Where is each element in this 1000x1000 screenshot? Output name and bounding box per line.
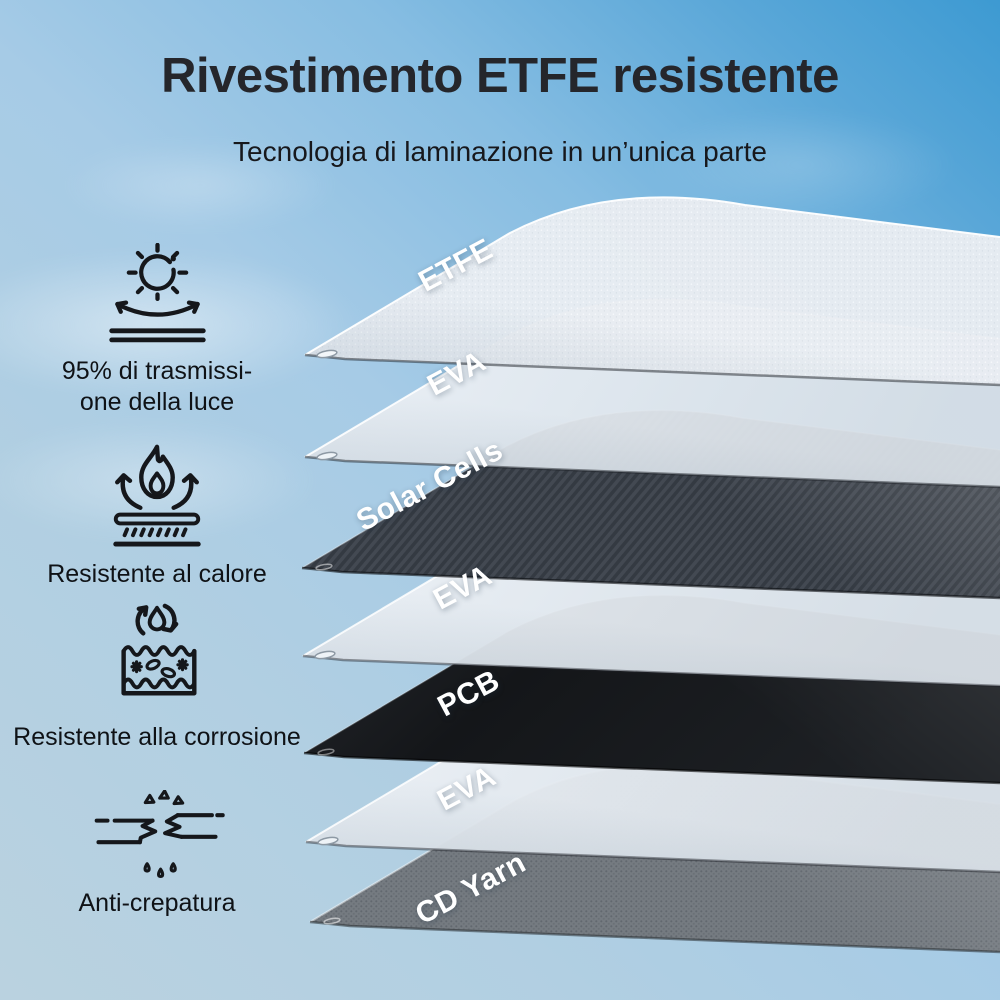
feature-heat-resistance: Resistente al calore [17, 438, 297, 590]
layer-panel-etfe [304, 196, 1000, 387]
page-subtitle: Tecnologia di laminazione in un’unica pa… [233, 136, 767, 167]
feature-anti-crack: Anti-crepatura [27, 790, 287, 919]
feature-label: Resistente alla corrosione [13, 723, 301, 751]
corrosion-resistance-icon [121, 603, 197, 696]
heat-resistance-icon [113, 444, 201, 547]
anti-crack-icon [94, 790, 225, 878]
light-transmission-icon [108, 243, 206, 343]
feature-light-transmission: 95% di trasmissi- one della luce [17, 243, 297, 418]
feature-label: Resistente al calore [47, 560, 267, 588]
feature-label: Anti-crepatura [78, 889, 236, 917]
feature-label: 95% di trasmissi- one della luce [61, 357, 253, 416]
feature-corrosion-resistance: Resistente alla corrosione [7, 600, 307, 753]
page-title: Rivestimento ETFE resistente [161, 49, 839, 103]
